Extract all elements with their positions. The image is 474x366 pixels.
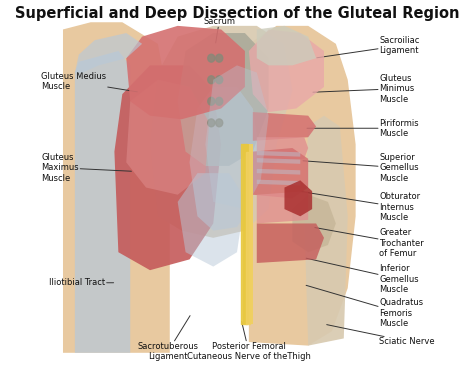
Ellipse shape bbox=[208, 54, 215, 62]
Polygon shape bbox=[257, 224, 324, 263]
Text: Quadratus
Femoris
Muscle: Quadratus Femoris Muscle bbox=[306, 285, 423, 328]
Text: Greater
Trochanter
of Femur: Greater Trochanter of Femur bbox=[315, 228, 424, 258]
Polygon shape bbox=[284, 180, 312, 216]
Text: Sacrum: Sacrum bbox=[203, 17, 235, 43]
Polygon shape bbox=[190, 87, 261, 231]
Polygon shape bbox=[178, 33, 269, 166]
Polygon shape bbox=[75, 51, 130, 353]
Polygon shape bbox=[304, 116, 348, 346]
Ellipse shape bbox=[216, 97, 223, 105]
Polygon shape bbox=[249, 145, 253, 324]
Text: Posterior Femoral
Cutaneous Nerve of theThigh: Posterior Femoral Cutaneous Nerve of the… bbox=[187, 321, 311, 362]
Text: Superior
Gemellus
Muscle: Superior Gemellus Muscle bbox=[303, 153, 419, 183]
Polygon shape bbox=[114, 66, 221, 270]
Ellipse shape bbox=[216, 54, 223, 62]
Text: Sacroiliac
Ligament: Sacroiliac Ligament bbox=[317, 36, 420, 58]
Polygon shape bbox=[257, 191, 308, 224]
Polygon shape bbox=[257, 26, 316, 66]
Polygon shape bbox=[126, 80, 210, 195]
Ellipse shape bbox=[216, 119, 223, 127]
Polygon shape bbox=[253, 148, 308, 198]
Polygon shape bbox=[243, 145, 250, 324]
Polygon shape bbox=[178, 173, 245, 266]
Text: Gluteus Medius
Muscle: Gluteus Medius Muscle bbox=[41, 72, 137, 92]
Text: Inferior
Gemellus
Muscle: Inferior Gemellus Muscle bbox=[306, 258, 419, 294]
Polygon shape bbox=[257, 151, 300, 157]
Text: Obturator
Internus
Muscle: Obturator Internus Muscle bbox=[301, 191, 420, 222]
Polygon shape bbox=[257, 158, 300, 164]
Polygon shape bbox=[63, 22, 170, 353]
Ellipse shape bbox=[216, 76, 223, 84]
Text: Piriformis
Muscle: Piriformis Muscle bbox=[307, 119, 419, 138]
Polygon shape bbox=[126, 26, 245, 119]
Ellipse shape bbox=[208, 97, 215, 105]
Text: Superficial and Deep Dissection of the Gluteal Region: Superficial and Deep Dissection of the G… bbox=[15, 6, 459, 21]
Text: Sciatic Nerve: Sciatic Nerve bbox=[327, 325, 435, 346]
Ellipse shape bbox=[208, 119, 215, 127]
Text: Gluteus
Minimus
Muscle: Gluteus Minimus Muscle bbox=[313, 74, 415, 104]
Polygon shape bbox=[253, 112, 316, 141]
Text: Gluteus
Maximus
Muscle: Gluteus Maximus Muscle bbox=[41, 153, 131, 183]
Polygon shape bbox=[75, 33, 142, 72]
Polygon shape bbox=[249, 26, 356, 346]
Polygon shape bbox=[257, 180, 300, 185]
Text: Sacrotuberous
Ligament: Sacrotuberous Ligament bbox=[137, 315, 198, 362]
Polygon shape bbox=[150, 26, 292, 238]
Polygon shape bbox=[292, 195, 336, 252]
Polygon shape bbox=[257, 137, 308, 163]
Polygon shape bbox=[249, 29, 324, 112]
Polygon shape bbox=[205, 66, 269, 209]
Polygon shape bbox=[257, 169, 300, 175]
Text: Iliotibial Tract: Iliotibial Tract bbox=[49, 278, 114, 287]
Polygon shape bbox=[246, 152, 250, 324]
Ellipse shape bbox=[208, 76, 215, 84]
Polygon shape bbox=[241, 145, 247, 324]
